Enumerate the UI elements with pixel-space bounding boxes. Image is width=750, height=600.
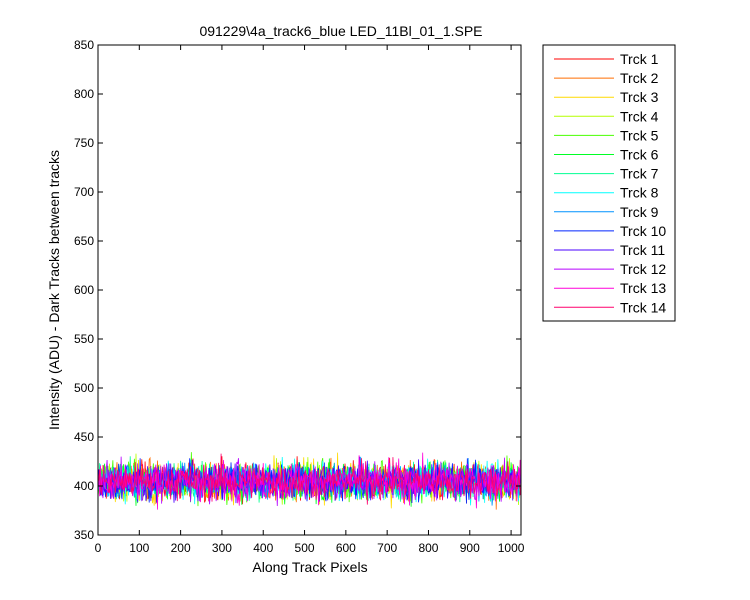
x-tick-label: 300	[212, 541, 232, 555]
y-tick-label: 850	[74, 38, 94, 52]
y-tick-label: 500	[74, 381, 94, 395]
x-tick-label: 800	[418, 541, 438, 555]
legend-label: Trck 14	[620, 299, 666, 315]
legend-label: Trck 1	[620, 51, 659, 67]
legend-label: Trck 6	[620, 147, 659, 163]
y-tick-label: 650	[74, 234, 94, 248]
legend-label: Trck 11	[620, 242, 665, 258]
legend-label: Trck 2	[620, 70, 659, 86]
x-axis: 0 100 200 300 400 500 600 700 800 900 1000	[95, 45, 525, 555]
x-axis-label: Along Track Pixels	[252, 559, 367, 575]
legend-label: Trck 7	[620, 166, 659, 182]
legend-label: Trck 9	[620, 204, 659, 220]
x-tick-label: 700	[377, 541, 397, 555]
y-tick-label: 750	[74, 136, 94, 150]
x-tick-label: 200	[171, 541, 191, 555]
legend-label: Trck 13	[620, 280, 666, 296]
x-tick-label: 900	[460, 541, 480, 555]
x-tick-label: 500	[295, 541, 315, 555]
y-tick-label: 800	[74, 87, 94, 101]
y-tick-label: 450	[74, 430, 94, 444]
x-tick-label: 100	[129, 541, 149, 555]
legend-label: Trck 4	[620, 108, 659, 124]
legend-box	[542, 44, 676, 322]
y-axis: 350 400 450 500 550 600 650 700 750 800 850	[74, 38, 521, 542]
legend-label: Trck 12	[620, 261, 666, 277]
chart-title: 091229\4a_track6_blue LED_11Bl_01_1.SPE	[199, 23, 482, 39]
y-tick-label: 600	[74, 283, 94, 297]
legend-label: Trck 5	[620, 127, 659, 143]
plot-area	[98, 45, 521, 535]
y-tick-label: 350	[74, 528, 94, 542]
y-axis-label: Intensity (ADU) - Dark Tracks between tr…	[46, 150, 62, 430]
x-tick-label: 0	[95, 541, 102, 555]
series-layer	[97, 452, 522, 510]
legend-label: Trck 10	[620, 223, 666, 239]
y-tick-label: 700	[74, 185, 94, 199]
legend-label: Trck 8	[620, 185, 659, 201]
y-tick-label: 550	[74, 332, 94, 346]
x-tick-label: 1000	[498, 541, 525, 555]
y-tick-label: 400	[74, 479, 94, 493]
legend: Trck 1 Trck 2 Trck 3 Trck 4 Trck 5 Trck 6 Trck…	[542, 44, 676, 322]
legend-label: Trck 3	[620, 89, 659, 105]
series-line-14	[97, 453, 522, 505]
x-tick-label: 600	[336, 541, 356, 555]
x-tick-label: 400	[253, 541, 273, 555]
